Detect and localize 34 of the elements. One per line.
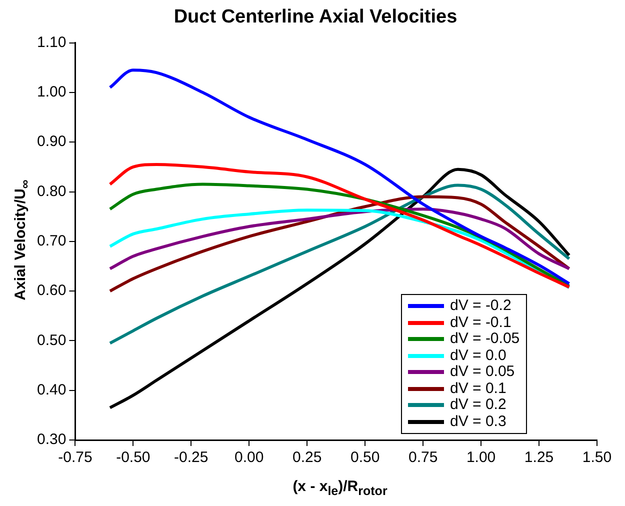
y-tick-label: 0.70 [36, 232, 66, 250]
legend-label: dV = -0.05 [450, 330, 520, 348]
y-tick-label: 0.50 [36, 332, 66, 349]
y-tick-label: 0.90 [36, 133, 66, 150]
line-series [108, 168, 571, 410]
x-tick-label: 1.00 [466, 449, 496, 466]
x-tick-label: -0.75 [58, 449, 92, 466]
x-tick-label: 0.75 [408, 449, 438, 466]
x-tick-label: 0.25 [292, 449, 322, 466]
x-tick-label: 1.25 [524, 449, 554, 466]
line-series [108, 208, 571, 270]
y-tick-label: 0.80 [36, 182, 66, 200]
y-tick-label: 0.60 [36, 282, 66, 300]
x-tick-label: 0.00 [234, 449, 264, 466]
y-tick-label: 0.40 [36, 381, 66, 398]
line-series [108, 162, 571, 289]
legend-label: dV = 0.0 [450, 346, 506, 364]
line-series [108, 68, 571, 286]
legend-label: dV = -0.2 [450, 297, 512, 314]
x-tick-label: -0.50 [116, 449, 150, 466]
legend-label: dV = -0.1 [450, 314, 512, 331]
legend-label: dV = 0.2 [450, 396, 506, 414]
chart-title: Duct Centerline Axial Velocities [174, 6, 458, 28]
legend-label: dV = 0.05 [450, 363, 515, 380]
legend-label: dV = 0.1 [450, 380, 506, 397]
y-tick-label: 1.10 [36, 34, 66, 51]
x-tick-label: -0.25 [174, 449, 208, 466]
legend-label: dV = 0.3 [450, 412, 506, 430]
line-series [108, 184, 571, 345]
y-tick-label: 1.00 [36, 84, 66, 101]
x-tick-label: 1.50 [582, 449, 612, 466]
y-tick-label: 0.30 [36, 431, 66, 448]
x-tick-label: 0.50 [350, 449, 380, 466]
x-axis-title: (x - x$_{le}$)/R$_{rotor}$ [292, 478, 388, 498]
